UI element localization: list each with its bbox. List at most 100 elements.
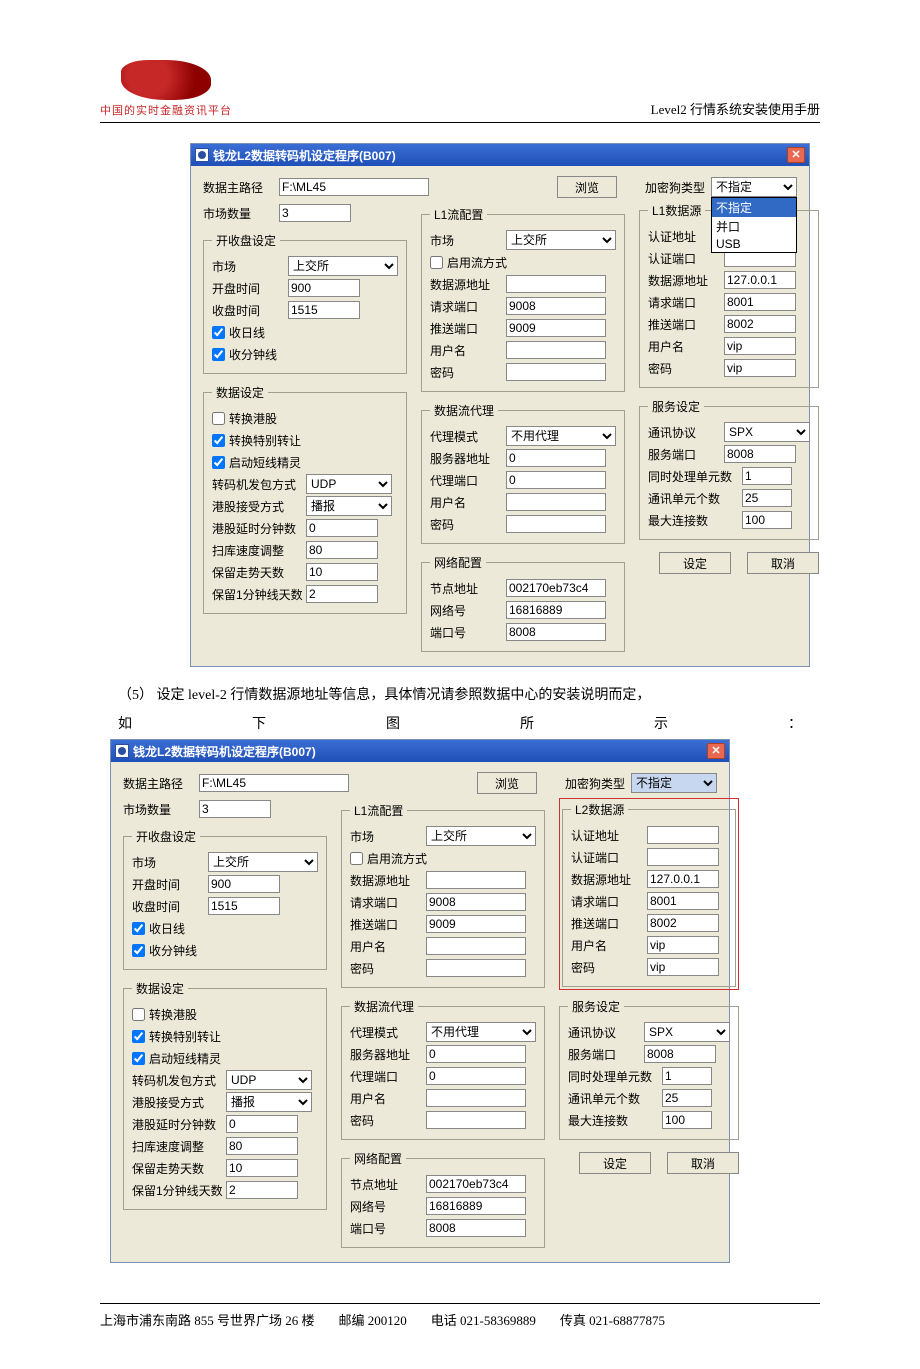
browse-button[interactable]: 浏览 [557, 176, 617, 198]
scan-input-2[interactable] [226, 1137, 298, 1155]
convspec-checkbox-2[interactable] [132, 1030, 145, 1043]
close-icon[interactable]: ✕ [787, 147, 805, 163]
l1-market-select-2[interactable]: 上交所 [426, 826, 536, 846]
pack-select[interactable]: UDP [306, 474, 392, 494]
l1-req-input-2[interactable] [426, 893, 526, 911]
daily-checkbox[interactable] [212, 326, 225, 339]
r-req-input-2[interactable] [647, 892, 719, 910]
market-select-2[interactable]: 上交所 [208, 852, 318, 872]
unitcount-input[interactable] [742, 489, 792, 507]
server-input[interactable] [506, 449, 606, 467]
l1-user-input[interactable] [506, 341, 606, 359]
r-push-input[interactable] [724, 315, 796, 333]
trend-input[interactable] [306, 563, 378, 581]
netid-input[interactable] [506, 601, 606, 619]
l1-src-input[interactable] [506, 275, 606, 293]
puser-input-2[interactable] [426, 1089, 526, 1107]
r-user-input-2[interactable] [647, 936, 719, 954]
enableflow-checkbox[interactable] [430, 256, 443, 269]
encdog-select-2[interactable]: 不指定 [631, 773, 717, 793]
shortwiz-checkbox[interactable] [212, 456, 225, 469]
proxymode-select-2[interactable]: 不用代理 [426, 1022, 536, 1042]
path-input[interactable] [279, 178, 429, 196]
svcport-input-2[interactable] [644, 1045, 716, 1063]
open-input[interactable] [288, 279, 360, 297]
enableflow-checkbox-2[interactable] [350, 852, 363, 865]
hkdelay-input-2[interactable] [226, 1115, 298, 1133]
maxconn-input-2[interactable] [662, 1111, 712, 1129]
encdog-option-2[interactable]: USB [712, 236, 796, 252]
authport-input-2[interactable] [647, 848, 719, 866]
close-icon[interactable]: ✕ [707, 743, 725, 759]
ppwd-input-2[interactable] [426, 1111, 526, 1129]
hkdelay-input[interactable] [306, 519, 378, 537]
l1-push-input-2[interactable] [426, 915, 526, 933]
l1-user-input-2[interactable] [426, 937, 526, 955]
encdog-dropdown-list[interactable]: 不指定 并口 USB [711, 197, 797, 253]
l1-market-select[interactable]: 上交所 [506, 230, 616, 250]
path-input-2[interactable] [199, 774, 349, 792]
minute-checkbox-2[interactable] [132, 944, 145, 957]
market-select[interactable]: 上交所 [288, 256, 398, 276]
r-src-input-2[interactable] [647, 870, 719, 888]
l1-pwd-input[interactable] [506, 363, 606, 381]
hkrecv-select[interactable]: 播报 [306, 496, 392, 516]
close-input[interactable] [288, 301, 360, 319]
proxymode-select[interactable]: 不用代理 [506, 426, 616, 446]
min1-input[interactable] [306, 585, 378, 603]
r-pwd-input-2[interactable] [647, 958, 719, 976]
encdog-option-0[interactable]: 不指定 [712, 198, 796, 217]
min1-input-2[interactable] [226, 1181, 298, 1199]
l1-src-input-2[interactable] [426, 871, 526, 889]
units-input-2[interactable] [662, 1067, 712, 1085]
r-push-input-2[interactable] [647, 914, 719, 932]
ppwd-input[interactable] [506, 515, 606, 533]
open-input-2[interactable] [208, 875, 280, 893]
r-pwd-input[interactable] [724, 359, 796, 377]
close-input-2[interactable] [208, 897, 280, 915]
proto-select-2[interactable]: SPX [644, 1022, 730, 1042]
convspec-checkbox[interactable] [212, 434, 225, 447]
set-button[interactable]: 设定 [659, 552, 731, 574]
r-req-input[interactable] [724, 293, 796, 311]
r-src-input[interactable] [724, 271, 796, 289]
convhk-checkbox[interactable] [212, 412, 225, 425]
hkrecv-select-2[interactable]: 播报 [226, 1092, 312, 1112]
units-input[interactable] [742, 467, 792, 485]
maxconn-input[interactable] [742, 511, 792, 529]
encdog-option-1[interactable]: 并口 [712, 217, 796, 236]
port-input[interactable] [506, 623, 606, 641]
shortwiz-checkbox-2[interactable] [132, 1052, 145, 1065]
mktcount-input-2[interactable] [199, 800, 271, 818]
netid-input-2[interactable] [426, 1197, 526, 1215]
trend-input-2[interactable] [226, 1159, 298, 1177]
encdog-select[interactable]: 不指定 [711, 177, 797, 197]
node-input-2[interactable] [426, 1175, 526, 1193]
daily-checkbox-2[interactable] [132, 922, 145, 935]
r-user-input[interactable] [724, 337, 796, 355]
scan-input[interactable] [306, 541, 378, 559]
svcport-input[interactable] [724, 445, 796, 463]
authaddr-input-2[interactable] [647, 826, 719, 844]
cancel-button-2[interactable]: 取消 [667, 1152, 739, 1174]
proxyport-input-2[interactable] [426, 1067, 526, 1085]
proxyport-input[interactable] [506, 471, 606, 489]
unitcount-input-2[interactable] [662, 1089, 712, 1107]
server-input-2[interactable] [426, 1045, 526, 1063]
cancel-button[interactable]: 取消 [747, 552, 819, 574]
mktcount-input[interactable] [279, 204, 351, 222]
authaddr-label: 认证地址 [648, 228, 718, 245]
proto-select[interactable]: SPX [724, 422, 810, 442]
proxy-legend: 数据流代理 [430, 402, 498, 419]
minute-checkbox[interactable] [212, 348, 225, 361]
pack-select-2[interactable]: UDP [226, 1070, 312, 1090]
node-input[interactable] [506, 579, 606, 597]
puser-input[interactable] [506, 493, 606, 511]
l1-push-input[interactable] [506, 319, 606, 337]
set-button-2[interactable]: 设定 [579, 1152, 651, 1174]
l1-req-input[interactable] [506, 297, 606, 315]
convhk-checkbox-2[interactable] [132, 1008, 145, 1021]
browse-button-2[interactable]: 浏览 [477, 772, 537, 794]
l1-pwd-input-2[interactable] [426, 959, 526, 977]
port-input-2[interactable] [426, 1219, 526, 1237]
